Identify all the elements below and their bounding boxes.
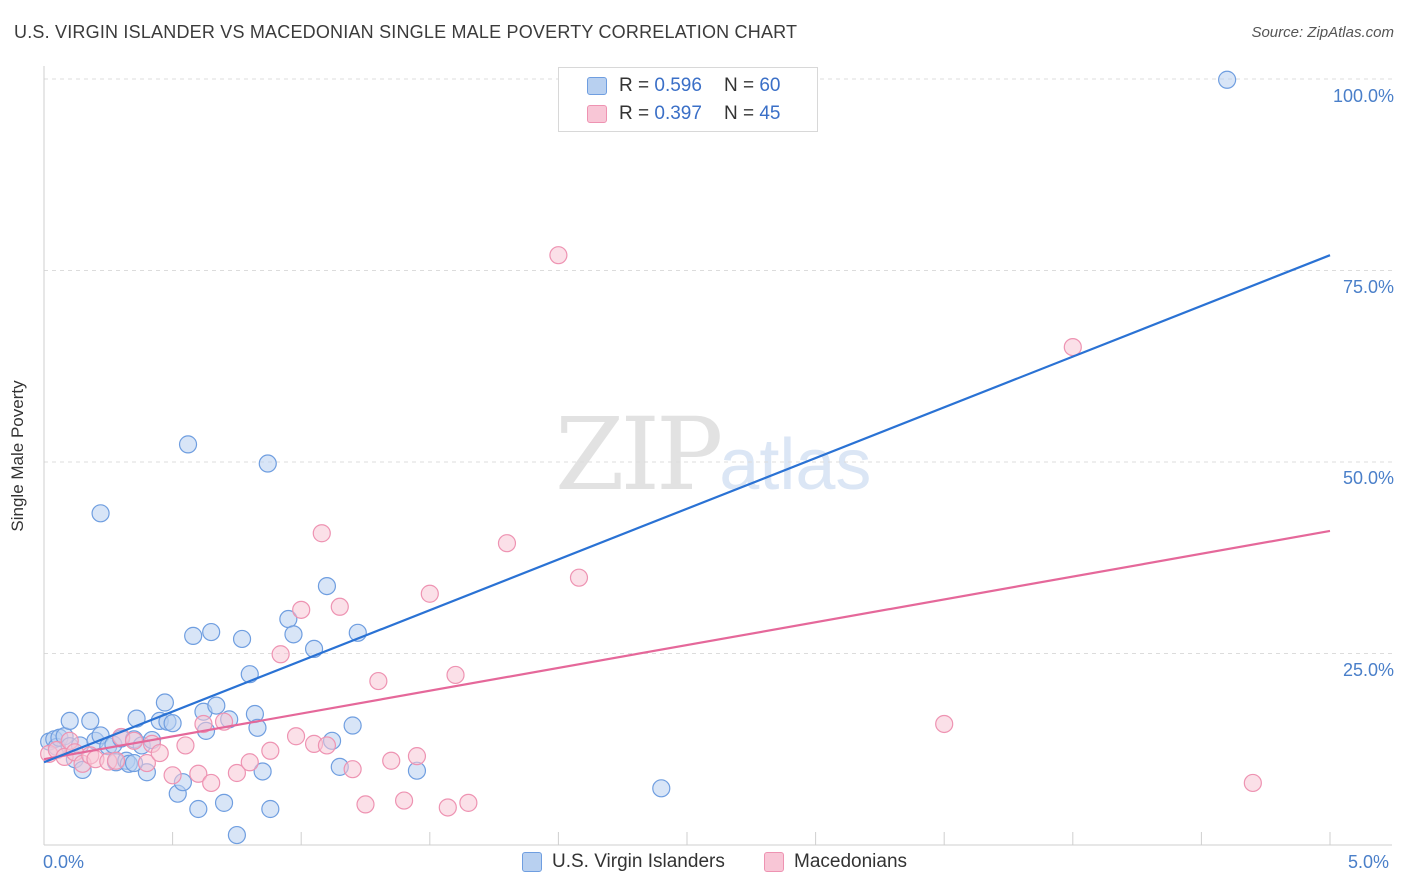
data-point-macedonians xyxy=(438,798,457,817)
legend-n-value: 60 xyxy=(759,75,781,96)
data-point-macedonians xyxy=(369,671,388,691)
data-point-macedonians xyxy=(271,645,290,664)
data-point-macedonians xyxy=(1243,773,1262,793)
legend-n-label: N = xyxy=(723,103,755,124)
axes xyxy=(43,66,1392,846)
data-point-macedonians xyxy=(497,534,517,553)
bottom-legend-swatch-blue xyxy=(522,852,542,872)
data-point-virgin-islanders xyxy=(127,709,146,728)
data-point-macedonians xyxy=(935,714,954,734)
legend-n-value: 45 xyxy=(759,103,781,124)
data-point-macedonians xyxy=(330,597,349,616)
trend-line-virgin-islanders xyxy=(43,254,1331,764)
data-point-macedonians xyxy=(106,751,126,770)
bottom-legend-macedonians: Macedonians xyxy=(764,851,907,873)
data-point-virgin-islanders xyxy=(91,504,110,523)
data-point-macedonians xyxy=(356,795,375,814)
data-point-macedonians xyxy=(163,766,182,785)
data-point-macedonians xyxy=(194,714,213,734)
data-point-macedonians xyxy=(459,793,478,812)
source-label: Source: ZipAtlas.com xyxy=(1251,24,1394,41)
data-point-macedonians xyxy=(394,791,414,810)
data-point-virgin-islanders xyxy=(343,716,362,735)
data-point-virgin-islanders xyxy=(178,435,198,454)
legend: R = 0.596 N = 60 R = 0.397 N = 45 xyxy=(558,67,818,132)
bottom-legend-label: Macedonians xyxy=(794,851,908,872)
x-tick-label: 0.0% xyxy=(43,852,85,872)
data-point-macedonians xyxy=(176,736,195,755)
legend-r-value: 0.397 xyxy=(654,103,702,124)
trend-lines xyxy=(43,254,1331,764)
data-point-virgin-islanders xyxy=(184,626,203,645)
x-tick-label: 5.0% xyxy=(1348,852,1390,872)
data-point-virgin-islanders xyxy=(60,711,79,731)
y-tick-label: 25.0% xyxy=(1342,660,1394,680)
data-point-macedonians xyxy=(189,764,208,783)
data-point-virgin-islanders xyxy=(227,825,246,845)
data-point-virgin-islanders xyxy=(1218,70,1237,89)
watermark: ZIPatlas xyxy=(555,396,871,513)
data-point-macedonians xyxy=(292,600,311,619)
watermark-zip: ZIP xyxy=(555,396,723,513)
data-point-virgin-islanders xyxy=(258,454,277,473)
y-tick-label: 100.0% xyxy=(1332,86,1394,106)
data-point-virgin-islanders xyxy=(202,622,221,642)
trend-line-macedonians xyxy=(43,529,1331,761)
legend-row-virgin-islanders: R = 0.596 N = 60 xyxy=(587,73,780,99)
data-point-macedonians xyxy=(137,753,156,773)
bottom-legend-virgin-islanders: U.S. Virgin Islanders xyxy=(522,851,725,873)
data-point-virgin-islanders xyxy=(207,696,226,715)
data-point-macedonians xyxy=(286,727,306,746)
legend-swatch-blue xyxy=(587,77,607,95)
bottom-legend-swatch-pink xyxy=(764,852,784,872)
data-point-virgin-islanders xyxy=(284,625,303,644)
data-point-virgin-islanders xyxy=(163,714,182,733)
legend-r-value: 0.596 xyxy=(654,75,702,96)
y-tick-label: 75.0% xyxy=(1342,277,1394,297)
bottom-legend-label: U.S. Virgin Islanders xyxy=(552,851,725,872)
data-point-macedonians xyxy=(317,736,337,755)
y-tick-label: 50.0% xyxy=(1342,468,1394,488)
legend-row-macedonians: R = 0.397 N = 45 xyxy=(587,101,780,127)
data-point-virgin-islanders xyxy=(232,629,252,649)
data-point-virgin-islanders xyxy=(214,793,234,812)
data-point-macedonians xyxy=(261,741,280,760)
data-point-macedonians xyxy=(1063,338,1082,357)
data-point-macedonians xyxy=(227,763,246,783)
data-point-virgin-islanders xyxy=(189,799,208,819)
legend-r-label: R = xyxy=(619,103,650,124)
data-point-macedonians xyxy=(569,568,589,587)
data-point-macedonians xyxy=(549,246,568,265)
data-point-virgin-islanders xyxy=(248,718,267,737)
data-point-macedonians xyxy=(124,731,144,750)
data-point-macedonians xyxy=(240,753,259,772)
chart-title: U.S. VIRGIN ISLANDER VS MACEDONIAN SINGL… xyxy=(14,22,798,42)
data-point-macedonians xyxy=(150,743,169,763)
data-point-virgin-islanders xyxy=(81,711,100,731)
grid xyxy=(44,78,1392,654)
data-point-virgin-islanders xyxy=(317,576,337,596)
legend-r-label: R = xyxy=(619,75,650,96)
data-point-virgin-islanders xyxy=(155,693,174,712)
data-point-macedonians xyxy=(202,773,221,793)
data-point-virgin-islanders xyxy=(652,779,671,798)
data-point-macedonians xyxy=(446,665,465,685)
data-point-virgin-islanders xyxy=(261,799,280,819)
data-point-virgin-islanders xyxy=(253,762,272,781)
data-point-macedonians xyxy=(343,760,362,779)
legend-swatch-pink xyxy=(587,105,607,123)
series-macedonians xyxy=(40,246,1262,817)
y-axis-label: Single Male Poverty xyxy=(8,380,27,532)
data-point-macedonians xyxy=(382,751,401,770)
legend-n-label: N = xyxy=(723,75,755,96)
data-point-macedonians xyxy=(420,584,439,603)
data-point-macedonians xyxy=(407,747,427,766)
data-point-macedonians xyxy=(312,524,331,543)
